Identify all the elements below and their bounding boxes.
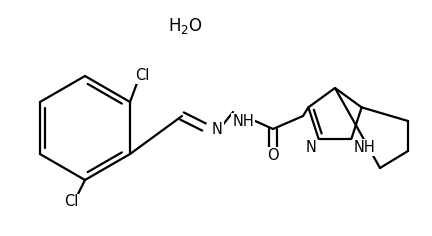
Text: O: O: [267, 148, 279, 163]
Text: N: N: [306, 140, 317, 155]
Text: Cl: Cl: [64, 194, 78, 210]
Text: Cl: Cl: [135, 68, 149, 84]
Text: NH: NH: [353, 140, 375, 155]
Text: NH: NH: [232, 114, 254, 129]
Text: N: N: [212, 122, 223, 138]
Text: H$_2$O: H$_2$O: [168, 16, 202, 36]
